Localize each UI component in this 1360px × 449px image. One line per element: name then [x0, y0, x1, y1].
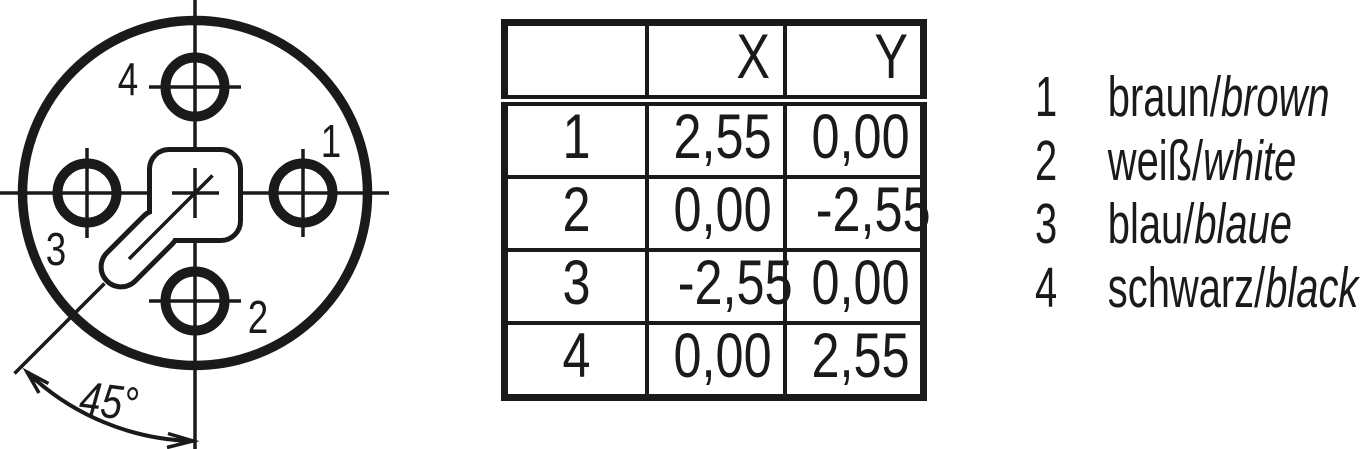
table-row: 3 -2,55 0,00	[502, 248, 926, 325]
legend-item: 3 blau/blaue	[1035, 192, 1360, 257]
legend-color-de: blau	[1107, 192, 1184, 256]
legend-item: 2 weiß/white	[1035, 128, 1360, 194]
legend-separator: /	[1183, 192, 1195, 256]
cell-x: 2,55	[644, 98, 787, 179]
wire-color-legend: 1 braun/brown 2 weiß/white 3 blau/blaue 4 sc…	[1035, 65, 1360, 321]
pin-coordinates-table: X Y 1 2,55 0,00 2 0,00 -2,55 3 -2,55 0,0…	[501, 19, 930, 401]
cell-pin: 3	[502, 248, 649, 325]
table-header-row: X Y	[502, 20, 926, 106]
angle-line-outer	[13, 282, 106, 375]
connector-housing-circle	[17, 15, 373, 371]
legend-separator: /	[1192, 128, 1204, 193]
pin-1-hole	[268, 158, 338, 228]
angle-label: 45°	[77, 372, 141, 432]
legend-item: 1 braun/brown	[1035, 65, 1360, 130]
table-row: 1 2,55 0,00	[502, 98, 926, 179]
angle-dimension-arc	[25, 370, 194, 443]
legend-color-en: black	[1265, 255, 1359, 320]
cell-x: 0,00	[644, 321, 787, 400]
pin-1-label: 1	[321, 115, 341, 167]
pin-4-hole	[160, 52, 230, 122]
legend-color-de: braun	[1107, 65, 1210, 129]
cell-y: -2,55	[782, 175, 930, 252]
pin-3-label: 3	[46, 223, 66, 275]
angle-line-inner	[127, 174, 214, 261]
legend-item: 4 schwarz/black	[1035, 255, 1360, 321]
cell-pin: 2	[502, 175, 649, 252]
cell-y: 0,00	[782, 98, 926, 179]
header-cell-pin	[502, 20, 649, 106]
cell-x: -2,55	[644, 248, 792, 325]
angle-arrowhead-upper	[22, 367, 50, 394]
pin-4-label: 4	[118, 53, 138, 105]
pin-2-label: 2	[248, 291, 268, 343]
cell-pin: 4	[502, 321, 649, 400]
legend-color-en: blaue	[1194, 192, 1292, 256]
legend-color-en: brown	[1220, 65, 1330, 129]
legend-pin-number: 4	[1035, 255, 1058, 320]
legend-color-en: white	[1203, 128, 1297, 193]
cell-y: 0,00	[782, 248, 926, 325]
cell-pin: 1	[502, 98, 649, 179]
legend-pin-number: 3	[1035, 192, 1058, 256]
header-cell-y: Y	[782, 20, 926, 106]
pin-2-hole	[160, 266, 230, 336]
table-row: 4 0,00 2,55	[502, 321, 926, 400]
connector-face-diagram: 4 1 3 2 45°	[0, 0, 389, 449]
pin-3-hole	[52, 158, 122, 228]
cell-y: 2,55	[782, 321, 926, 400]
legend-pin-number: 1	[1035, 65, 1058, 129]
legend-separator: /	[1254, 255, 1266, 320]
legend-separator: /	[1209, 65, 1221, 129]
angle-arrowhead-lower	[166, 431, 200, 449]
legend-color-de: weiß	[1107, 128, 1193, 193]
legend-pin-number: 2	[1035, 128, 1058, 193]
legend-color-de: schwarz	[1107, 255, 1255, 320]
header-cell-x: X	[644, 20, 787, 106]
table-row: 2 0,00 -2,55	[502, 175, 930, 252]
cell-x: 0,00	[644, 175, 787, 252]
